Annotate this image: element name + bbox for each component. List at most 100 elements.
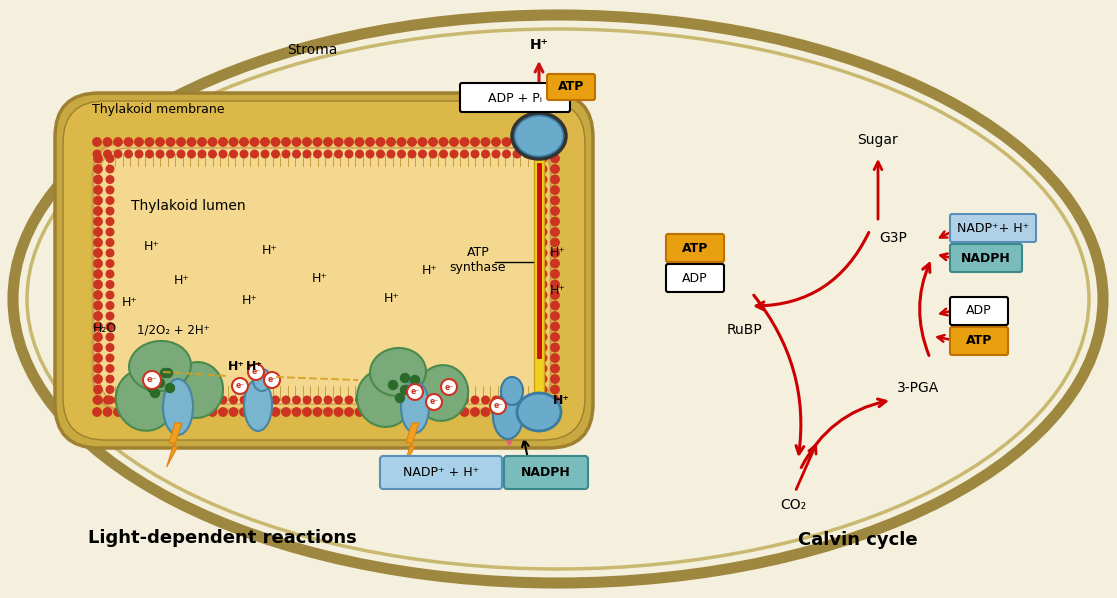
Circle shape [460,150,468,158]
Circle shape [324,396,332,404]
Circle shape [293,396,300,404]
Circle shape [176,138,185,146]
Circle shape [401,386,410,395]
Ellipse shape [130,341,191,391]
Circle shape [271,408,279,416]
Circle shape [545,396,552,404]
Circle shape [345,150,353,158]
Circle shape [481,396,489,404]
Circle shape [551,364,560,373]
Circle shape [534,138,542,146]
Circle shape [94,207,102,215]
Circle shape [143,374,153,383]
FancyBboxPatch shape [949,297,1008,325]
Circle shape [106,280,114,288]
Circle shape [441,379,457,395]
Circle shape [376,150,384,158]
Circle shape [493,396,499,404]
FancyBboxPatch shape [504,456,588,489]
Circle shape [523,408,532,416]
Circle shape [156,396,164,404]
Text: e⁻: e⁻ [236,382,245,390]
Text: H⁺: H⁺ [384,291,400,304]
Ellipse shape [502,377,523,405]
Circle shape [429,408,437,416]
Text: H⁺: H⁺ [312,271,328,285]
Circle shape [551,354,560,362]
Circle shape [271,138,279,146]
Circle shape [230,150,237,158]
Circle shape [551,154,560,163]
Circle shape [395,393,404,402]
Circle shape [188,408,195,416]
Circle shape [551,186,560,194]
Circle shape [240,150,248,158]
Circle shape [188,150,195,158]
Circle shape [540,207,547,215]
Text: 3-PGA: 3-PGA [897,381,939,395]
Circle shape [409,389,418,398]
Circle shape [261,150,269,158]
Circle shape [219,150,227,158]
Circle shape [481,138,489,146]
Circle shape [398,408,405,416]
Circle shape [540,323,547,330]
Circle shape [398,138,405,146]
Circle shape [376,138,384,146]
Circle shape [540,354,547,362]
Ellipse shape [252,369,271,391]
Circle shape [104,396,112,404]
FancyBboxPatch shape [99,148,545,404]
Circle shape [313,138,322,146]
Circle shape [260,408,269,416]
Circle shape [388,396,394,404]
Circle shape [135,396,143,404]
FancyBboxPatch shape [460,83,570,112]
Circle shape [94,354,102,362]
Circle shape [551,333,560,341]
Circle shape [551,385,560,393]
Text: e⁻: e⁻ [147,376,157,385]
Circle shape [219,396,227,404]
Circle shape [418,138,427,146]
Circle shape [293,138,300,146]
Circle shape [94,217,102,225]
Circle shape [240,138,248,146]
Circle shape [106,312,114,320]
Circle shape [540,312,547,320]
Circle shape [106,186,114,194]
Circle shape [388,150,394,158]
Circle shape [439,408,448,416]
Circle shape [106,239,114,246]
Circle shape [106,323,114,330]
Circle shape [407,384,423,400]
Circle shape [386,408,395,416]
Circle shape [551,228,560,236]
Circle shape [471,150,479,158]
Circle shape [481,408,489,416]
Circle shape [440,396,447,404]
Circle shape [540,197,547,205]
Circle shape [93,150,101,158]
Circle shape [198,150,206,158]
Ellipse shape [116,369,174,431]
Circle shape [293,408,300,416]
Circle shape [355,408,364,416]
Text: Calvin cycle: Calvin cycle [799,531,918,549]
Circle shape [460,138,469,146]
Circle shape [335,150,342,158]
Circle shape [324,138,332,146]
Circle shape [345,138,353,146]
Circle shape [408,150,416,158]
FancyBboxPatch shape [949,244,1022,272]
Text: Sugar: Sugar [858,133,898,147]
Circle shape [230,396,237,404]
Circle shape [124,138,133,146]
Circle shape [398,150,405,158]
Circle shape [178,150,184,158]
Text: ADP: ADP [966,304,992,318]
Circle shape [198,408,207,416]
Circle shape [106,375,114,383]
Text: ADP + Pᵢ: ADP + Pᵢ [488,91,542,105]
Circle shape [240,408,248,416]
